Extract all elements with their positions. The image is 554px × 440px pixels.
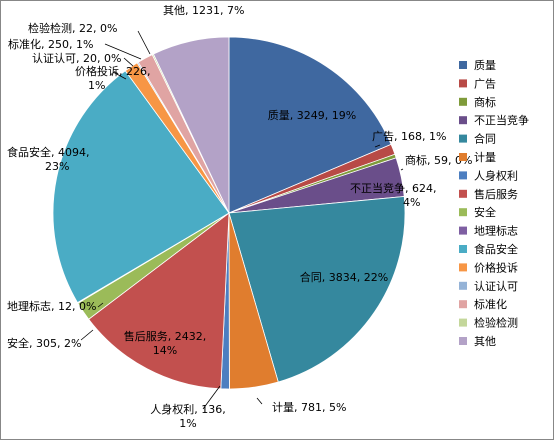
data-label-地理标志: 地理标志, 12, 0% bbox=[7, 299, 96, 313]
legend-label-安全: 安全 bbox=[474, 205, 496, 219]
leader-line-检验检测 bbox=[137, 30, 151, 55]
legend-label-不正当竞争: 不正当竞争 bbox=[474, 113, 529, 127]
leader-line-价格投诉 bbox=[112, 71, 127, 80]
legend-label-地理标志: 地理标志 bbox=[474, 224, 518, 238]
data-label-计量: 计量, 781, 5% bbox=[272, 401, 346, 414]
data-label-合同: 合同, 3834, 22% bbox=[300, 270, 388, 284]
legend-label-食品安全: 食品安全 bbox=[474, 242, 518, 256]
pie-slice-其他 bbox=[152, 36, 230, 214]
pie-slice-质量 bbox=[228, 36, 392, 214]
leader-line-标准化 bbox=[104, 43, 142, 60]
legend-swatch-食品安全 bbox=[459, 245, 467, 253]
legend-swatch-认证认可 bbox=[459, 281, 467, 290]
data-label-价格投诉: 价格投诉, 226, 1% bbox=[75, 64, 151, 92]
legend-label-认证认可: 认证认可 bbox=[474, 280, 518, 293]
legend-label-计量: 计量 bbox=[474, 151, 496, 164]
legend-swatch-检验检测 bbox=[459, 318, 467, 327]
leader-line-认证认可 bbox=[123, 57, 134, 67]
legend-swatch-其他 bbox=[459, 337, 467, 345]
data-label-标准化: 标准化, 250, 1% bbox=[8, 37, 93, 51]
leader-line-人身权利 bbox=[202, 385, 221, 410]
legend-swatch-合同 bbox=[459, 134, 467, 143]
legend-label-检验检测: 检验检测 bbox=[474, 316, 518, 330]
legend-label-广告: 广告 bbox=[474, 77, 496, 90]
legend-swatch-人身权利 bbox=[459, 171, 467, 180]
legend-label-价格投诉: 价格投诉 bbox=[474, 260, 518, 274]
legend-swatch-商标 bbox=[459, 97, 467, 106]
legend-label-其他: 其他 bbox=[474, 335, 496, 348]
leader-line-计量 bbox=[256, 397, 263, 405]
leader-line-安全 bbox=[80, 329, 94, 341]
legend-swatch-安全 bbox=[459, 208, 467, 217]
data-label-安全: 安全, 305, 2% bbox=[7, 336, 81, 350]
data-label-人身权利: 人身权利, 136, 1% bbox=[150, 402, 226, 430]
data-label-广告: 广告, 168, 1% bbox=[372, 130, 446, 143]
pie-slice-食品安全 bbox=[52, 70, 230, 304]
pie-slice-售后服务 bbox=[88, 212, 230, 390]
data-label-商标: 商标, 59, 0% bbox=[405, 153, 472, 167]
data-label-售后服务: 售后服务, 2432, 14% bbox=[124, 329, 206, 357]
legend-swatch-计量 bbox=[459, 153, 467, 161]
data-label-质量: 质量, 3249, 19% bbox=[268, 109, 356, 122]
data-label-检验检测: 检验检测, 22, 0% bbox=[28, 21, 117, 35]
data-label-食品安全: 食品安全, 4094, 23% bbox=[7, 145, 89, 173]
data-label-不正当竞争: 不正当竞争, 624, 4% bbox=[350, 181, 437, 209]
leader-line-地理标志 bbox=[97, 302, 104, 308]
legend-label-商标: 商标 bbox=[474, 95, 496, 109]
data-label-其他: 其他, 1231, 7% bbox=[163, 4, 244, 17]
legend-label-质量: 质量 bbox=[474, 59, 496, 72]
leader-line-商标 bbox=[400, 168, 404, 171]
legend-swatch-广告 bbox=[459, 79, 467, 88]
legend-swatch-售后服务 bbox=[459, 189, 467, 198]
leader-line-广告 bbox=[374, 144, 381, 148]
data-label-认证认可: 认证认可, 20, 0% bbox=[32, 52, 121, 65]
legend-label-人身权利: 人身权利 bbox=[474, 168, 518, 182]
legend-label-合同: 合同 bbox=[474, 132, 496, 146]
legend-swatch-质量 bbox=[459, 61, 467, 69]
legend-swatch-标准化 bbox=[459, 300, 467, 309]
legend-swatch-价格投诉 bbox=[459, 263, 467, 272]
legend-swatch-地理标志 bbox=[459, 226, 467, 235]
legend-swatch-不正当竞争 bbox=[459, 116, 467, 125]
legend-label-标准化: 标准化 bbox=[474, 297, 507, 311]
pie-slice-合同 bbox=[228, 196, 406, 383]
legend-label-售后服务: 售后服务 bbox=[474, 187, 518, 201]
